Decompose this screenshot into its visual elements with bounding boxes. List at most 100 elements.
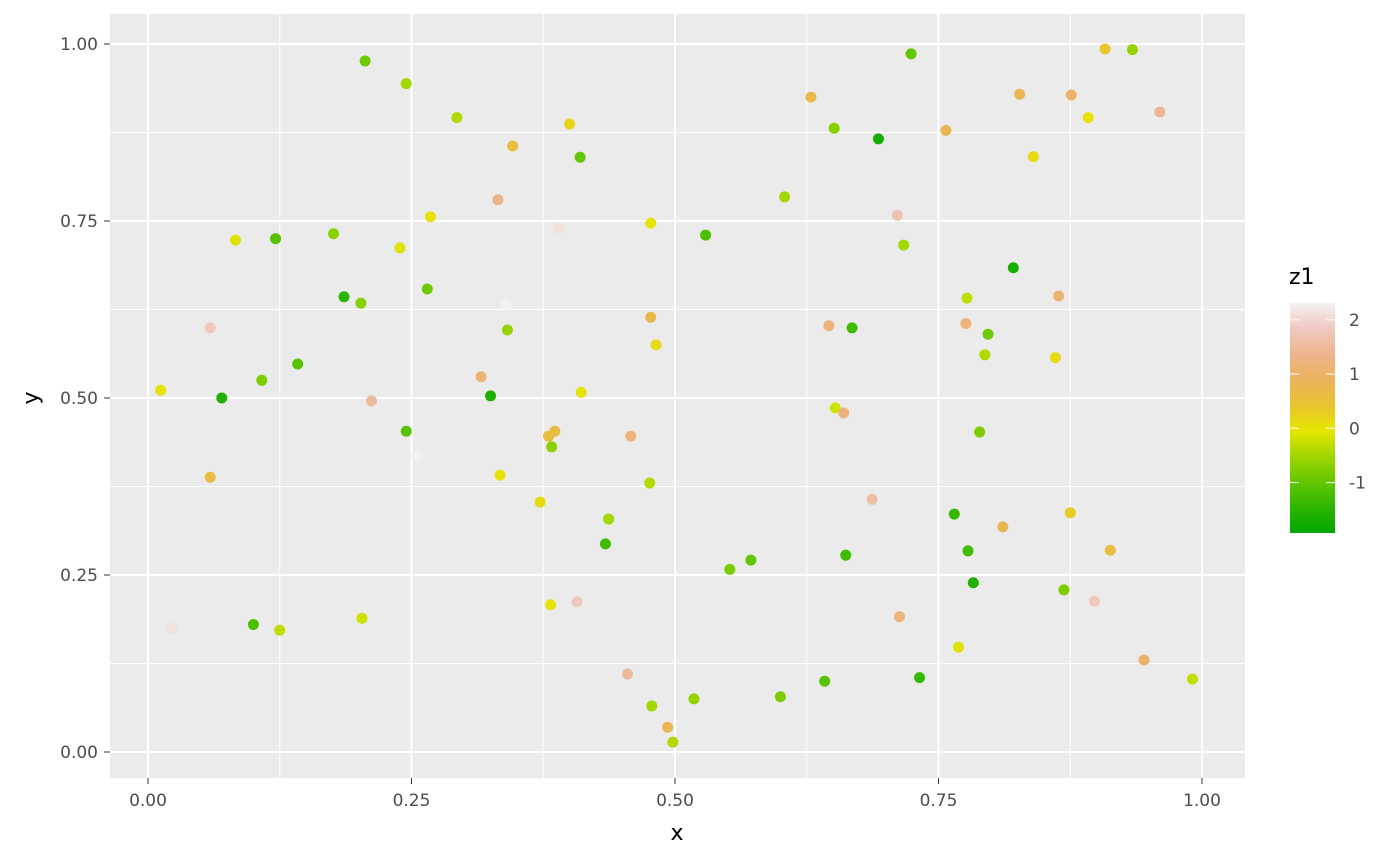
x-tick-label: 0.75 — [920, 791, 958, 811]
data-point — [625, 430, 637, 442]
data-point — [475, 371, 487, 383]
data-point — [644, 477, 656, 489]
data-point — [898, 239, 910, 251]
data-point — [688, 693, 700, 705]
points — [155, 43, 1199, 748]
data-point — [574, 151, 586, 163]
data-point — [500, 299, 512, 311]
data-point — [700, 229, 712, 241]
y-tick-label: 0.00 — [60, 743, 98, 763]
data-point — [564, 118, 576, 130]
data-point — [247, 619, 259, 631]
gridlines — [110, 14, 1245, 778]
data-point — [779, 191, 791, 203]
data-point — [829, 402, 841, 414]
data-point — [451, 112, 463, 124]
data-point — [774, 691, 786, 703]
data-point — [599, 538, 611, 550]
data-point — [229, 234, 241, 246]
legend-colorbar — [1290, 303, 1335, 533]
data-point — [940, 124, 952, 136]
data-point — [891, 209, 903, 221]
data-point — [650, 339, 662, 351]
data-point — [1082, 112, 1094, 124]
data-point — [424, 211, 436, 223]
data-point — [894, 611, 906, 623]
data-point — [256, 374, 268, 386]
data-point — [411, 450, 423, 462]
data-point — [967, 577, 979, 589]
data-point — [1053, 290, 1065, 302]
data-point — [840, 549, 852, 561]
data-point — [355, 297, 367, 309]
data-point — [979, 349, 991, 361]
data-point — [645, 217, 657, 229]
legend-tick-label: -1 — [1349, 474, 1366, 494]
data-point — [1014, 88, 1026, 100]
legend-tick-label: 1 — [1349, 365, 1360, 385]
data-point — [274, 624, 286, 636]
data-point — [1064, 507, 1076, 519]
data-point — [974, 426, 986, 438]
data-point — [603, 513, 615, 525]
data-point — [204, 471, 216, 483]
data-point — [1065, 89, 1077, 101]
data-point — [953, 641, 965, 653]
legend-title: z1 — [1289, 265, 1315, 290]
data-point — [1027, 151, 1039, 163]
data-point — [1058, 584, 1070, 596]
data-point — [914, 672, 926, 684]
data-point — [823, 320, 835, 332]
y-tick-label: 0.50 — [60, 389, 98, 409]
data-point — [1126, 44, 1138, 56]
data-point — [394, 242, 406, 254]
data-point — [962, 545, 974, 557]
data-point — [494, 469, 506, 481]
data-point — [1049, 352, 1061, 364]
data-point — [270, 233, 282, 245]
plot-panel — [110, 14, 1245, 778]
data-point — [571, 596, 583, 608]
x-tick-label: 0.25 — [393, 791, 431, 811]
data-point — [485, 390, 497, 402]
data-point — [828, 122, 840, 134]
y-axis-title: y — [19, 391, 44, 404]
data-point — [1187, 673, 1199, 685]
data-point — [400, 425, 412, 437]
data-point — [805, 91, 817, 103]
data-point — [846, 322, 858, 334]
data-point — [646, 700, 658, 712]
data-point — [575, 386, 587, 398]
x-axis-title: x — [670, 821, 683, 846]
data-point — [545, 599, 557, 611]
data-point — [292, 358, 304, 370]
data-point — [421, 283, 433, 295]
data-point — [745, 554, 757, 566]
data-point — [400, 78, 412, 90]
data-point — [553, 222, 565, 234]
data-point — [546, 441, 558, 453]
legend-tick-label: 2 — [1349, 311, 1360, 331]
x-tick-label: 0.00 — [129, 791, 167, 811]
data-point — [997, 521, 1009, 533]
data-point — [492, 194, 504, 206]
data-point — [948, 508, 960, 520]
data-point — [667, 736, 679, 748]
data-point — [1154, 106, 1166, 118]
data-point — [338, 291, 350, 303]
data-point — [501, 324, 513, 336]
x-tick-label: 0.50 — [656, 791, 694, 811]
y-tick-label: 1.00 — [60, 35, 98, 55]
data-point — [1007, 262, 1019, 274]
data-point — [1138, 654, 1150, 666]
data-point — [662, 721, 674, 733]
legend-tick-label: 0 — [1349, 419, 1360, 439]
axes: 0.00 0.25 0.50 0.75 1.00 0.00 0.25 0.50 0.75 1.00 — [60, 35, 1221, 811]
y-tick-label: 0.75 — [60, 212, 98, 232]
data-point — [961, 292, 973, 304]
data-point — [819, 675, 831, 687]
data-point — [905, 48, 917, 60]
legend-ticks: -1 0 1 2 — [1290, 311, 1366, 494]
data-point — [1099, 43, 1111, 55]
